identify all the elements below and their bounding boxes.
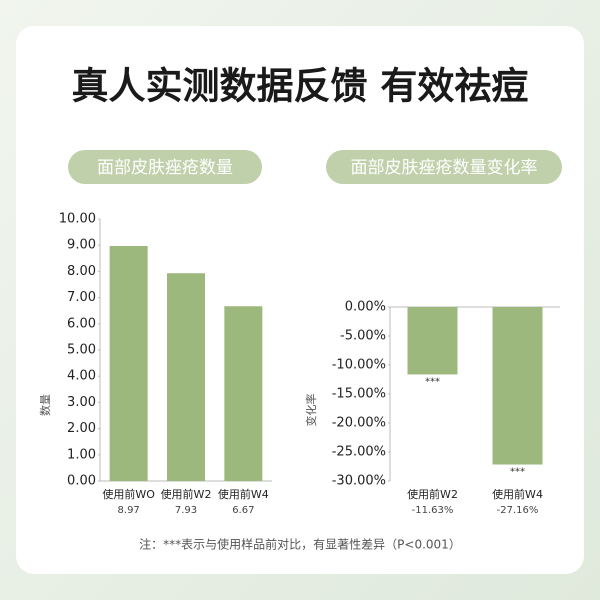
y-tick-label: 2.00 <box>67 421 96 436</box>
value-label: 8.97 <box>118 505 140 516</box>
annotation: *** <box>510 467 525 478</box>
x-tick-label: 使用前W2 <box>407 487 458 501</box>
page-title: 真人实测数据反馈 有效祛痘 <box>72 65 529 108</box>
x-tick-label: 使用前W4 <box>218 487 269 501</box>
y-tick-label: 8.00 <box>67 264 96 279</box>
y-axis-label: 数量 <box>39 394 52 416</box>
y-tick-label: -15.00% <box>332 387 386 402</box>
y-tick-label: 6.00 <box>67 316 96 331</box>
value-label: 6.67 <box>232 505 254 516</box>
y-tick-label: -10.00% <box>332 358 386 373</box>
y-tick-label: 4.00 <box>67 369 96 384</box>
y-tick-label: 1.00 <box>67 447 96 462</box>
y-axis-label: 变化率 <box>304 394 318 427</box>
annotation: *** <box>425 376 440 387</box>
y-tick-label: 9.00 <box>67 238 96 253</box>
y-tick-label: 0.00 <box>67 474 96 489</box>
y-tick-label: 5.00 <box>67 343 96 358</box>
value-label: -11.63% <box>412 505 454 516</box>
y-tick-label: 10.00 <box>59 212 96 227</box>
y-tick-label: -25.00% <box>332 445 386 460</box>
value-label: 7.93 <box>175 505 197 516</box>
y-tick-label: 7.00 <box>67 290 96 305</box>
y-tick-label: 3.00 <box>67 395 96 410</box>
bar <box>224 306 263 481</box>
chart-title: 面部皮肤痤疮数量 <box>97 158 233 178</box>
bar <box>167 273 205 481</box>
y-tick-label: -30.00% <box>332 474 386 489</box>
title-pill <box>326 150 562 184</box>
title-pill <box>68 150 262 184</box>
y-tick-label: -20.00% <box>332 416 386 431</box>
x-tick-label: 使用前WO <box>102 487 155 501</box>
bar <box>109 245 148 481</box>
value-label: -27.16% <box>497 505 539 516</box>
bar <box>407 307 458 375</box>
y-tick-label: 0.00% <box>345 300 386 315</box>
chart-title: 面部皮肤痤疮数量变化率 <box>351 158 538 178</box>
footnote: 注：***表示与使用样品前对比，有显著性差异（P<0.001） <box>139 537 461 552</box>
bar <box>492 307 543 465</box>
x-tick-label: 使用前W4 <box>492 487 543 501</box>
x-tick-label: 使用前W2 <box>161 487 212 501</box>
y-tick-label: -5.00% <box>340 329 386 344</box>
